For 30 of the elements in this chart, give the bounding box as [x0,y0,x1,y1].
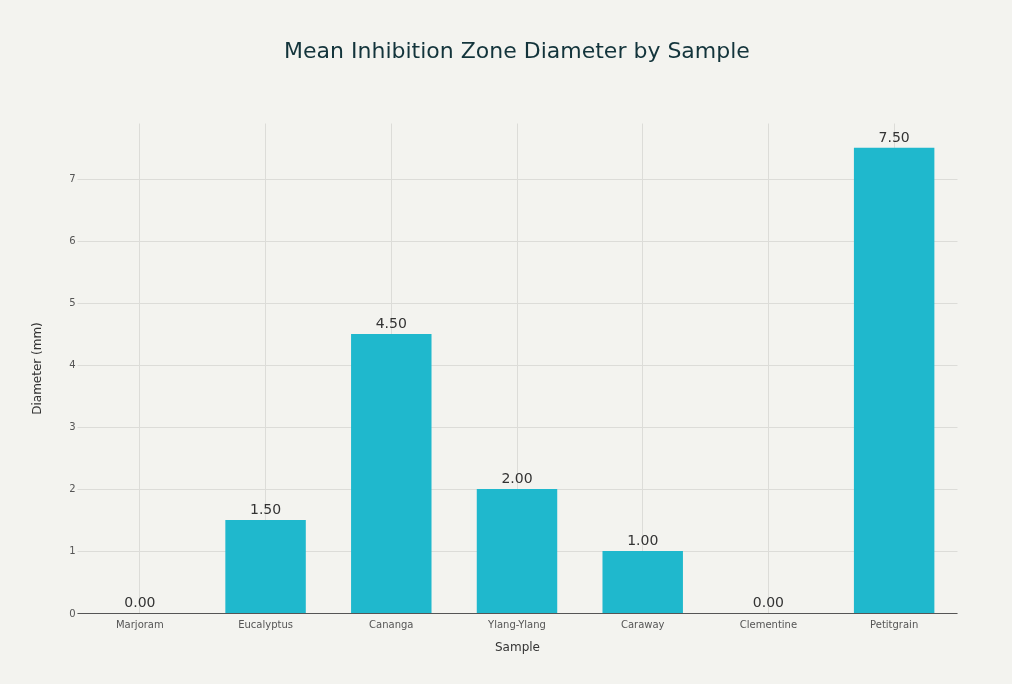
y-tick-label: 7 [69,173,76,185]
x-tick-label: Clementine [739,618,798,630]
y-tick-label: 6 [69,235,76,247]
x-tick-label: Caraway [620,618,665,630]
x-tick-label: Cananga [369,618,414,630]
x-tick-label: Marjoram [115,618,164,630]
x-axis-title: Sample [495,639,540,654]
x-tick-label: Petitgrain [870,618,919,630]
chart-title: Mean Inhibition Zone Diameter by Sample [284,38,750,63]
data-label: 2.00 [501,469,533,486]
x-tick-label: Ylang-Ylang [487,618,546,630]
data-label: 0.00 [752,594,785,610]
bar [853,147,935,613]
bar [476,488,558,613]
data-label: 0.00 [124,594,156,610]
data-label: 4.50 [375,314,407,331]
bar [351,333,432,613]
y-tick-label: 4 [69,359,76,371]
y-tick-label: 1 [69,545,76,557]
y-tick-label: 5 [69,297,76,309]
bar [225,519,306,613]
y-tick-label: 3 [69,421,76,433]
data-label: 1.00 [627,531,659,548]
y-tick-label: 2 [69,483,76,495]
data-label: 7.50 [878,128,910,145]
data-label: 1.50 [249,500,282,517]
x-tick-label: Eucalyptus [238,618,293,630]
y-axis-title: Diameter (mm) [30,322,45,415]
bar [602,550,683,613]
y-tick-label: 0 [69,607,76,619]
